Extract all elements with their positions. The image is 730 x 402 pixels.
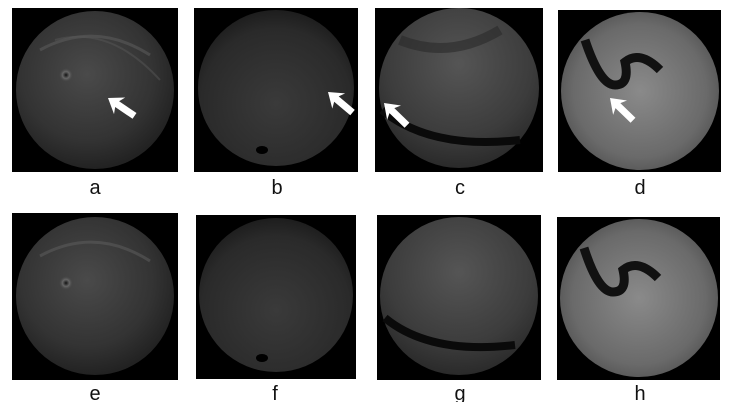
figure: a b c d e f g h	[0, 0, 730, 402]
panel-a	[12, 8, 178, 172]
panel-label: f	[272, 383, 278, 402]
panel-label: a	[89, 177, 101, 199]
panel-label: h	[634, 383, 645, 402]
panel-label: b	[271, 177, 282, 199]
panel-label: e	[89, 383, 100, 402]
panel-b	[194, 8, 359, 172]
panel-label: d	[634, 177, 645, 199]
panel-c	[375, 8, 543, 172]
panel-f	[196, 215, 356, 379]
panel-label: g	[454, 383, 465, 402]
panel-e	[12, 213, 178, 380]
panel-d	[558, 10, 721, 172]
panel-label: c	[455, 177, 465, 199]
panel-g	[377, 215, 541, 380]
panel-h	[557, 217, 720, 380]
